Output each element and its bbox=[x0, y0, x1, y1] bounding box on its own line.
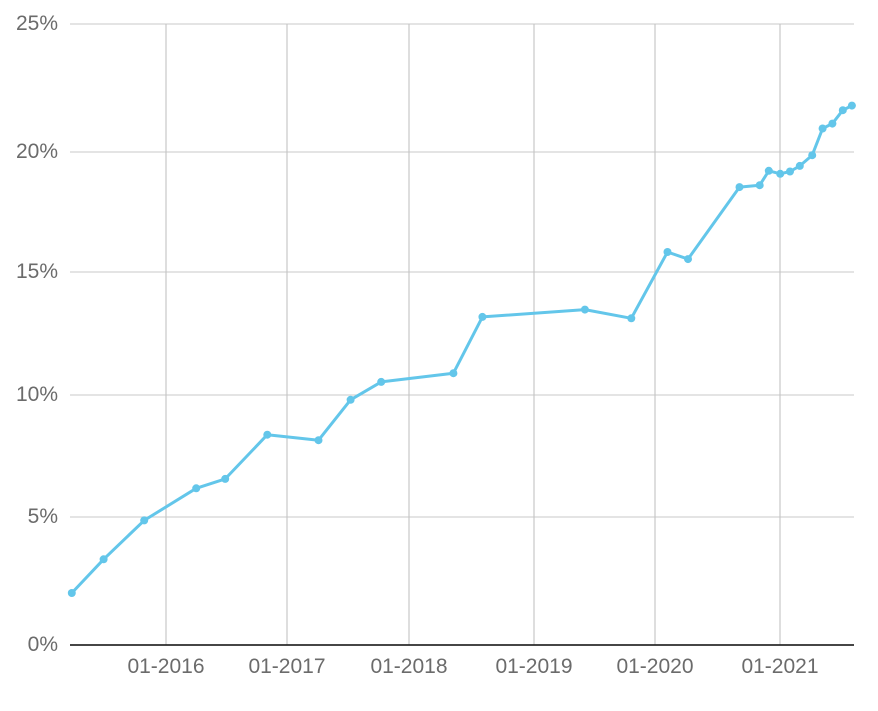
svg-text:10%: 10% bbox=[16, 383, 58, 406]
svg-text:01-2020: 01-2020 bbox=[616, 655, 693, 678]
svg-text:01-2017: 01-2017 bbox=[248, 655, 325, 678]
svg-text:20%: 20% bbox=[16, 140, 58, 163]
svg-text:01-2018: 01-2018 bbox=[370, 655, 447, 678]
svg-text:25%: 25% bbox=[16, 12, 58, 35]
svg-text:01-2021: 01-2021 bbox=[741, 655, 818, 678]
svg-text:01-2016: 01-2016 bbox=[127, 655, 204, 678]
svg-text:15%: 15% bbox=[16, 260, 58, 283]
svg-text:01-2019: 01-2019 bbox=[495, 655, 572, 678]
svg-text:5%: 5% bbox=[28, 505, 58, 528]
svg-text:0%: 0% bbox=[28, 633, 58, 656]
